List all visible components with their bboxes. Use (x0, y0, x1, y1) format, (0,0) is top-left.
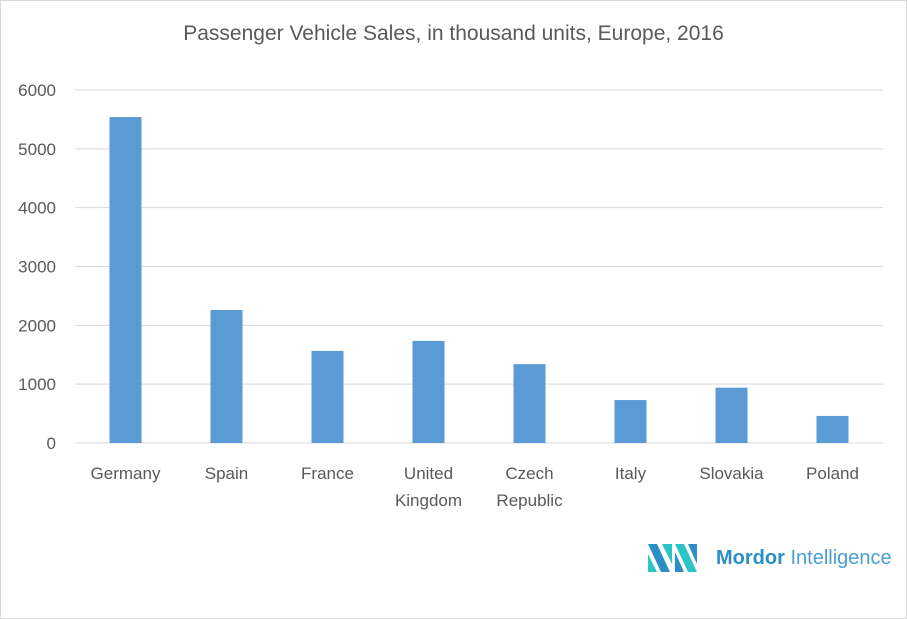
logo-text-light: Intelligence (790, 546, 892, 569)
logo-mark-icon (648, 544, 697, 572)
x-tick-label: Italy (615, 464, 647, 483)
y-tick-label: 4000 (18, 199, 56, 218)
x-tick-label: Germany (91, 464, 161, 483)
y-tick-label: 0 (47, 434, 56, 453)
y-tick-label: 2000 (18, 316, 56, 335)
x-tick-label: Republic (496, 491, 563, 510)
y-tick-label: 3000 (18, 258, 56, 277)
bar (311, 350, 344, 443)
x-tick-label: United (404, 464, 453, 483)
bar (109, 117, 142, 444)
y-tick-label: 5000 (18, 140, 56, 159)
bar (816, 415, 849, 443)
x-tick-label: Slovakia (699, 464, 764, 483)
logo-text-bold: Mordor (716, 546, 785, 569)
mordor-intelligence-logo: Mordor Intelligence (648, 544, 892, 572)
x-tick-label: France (301, 464, 354, 483)
x-tick-label: Kingdom (395, 491, 462, 510)
chart-title: Passenger Vehicle Sales, in thousand uni… (183, 22, 724, 45)
bar (614, 400, 647, 443)
bar (715, 387, 748, 443)
y-tick-label: 6000 (18, 81, 56, 100)
x-tick-label: Spain (205, 464, 248, 483)
x-tick-label: Poland (806, 464, 859, 483)
x-tick-label: Czech (505, 464, 553, 483)
bar (412, 340, 445, 443)
bar (513, 364, 546, 443)
bar (210, 310, 243, 443)
y-tick-label: 1000 (18, 375, 56, 394)
